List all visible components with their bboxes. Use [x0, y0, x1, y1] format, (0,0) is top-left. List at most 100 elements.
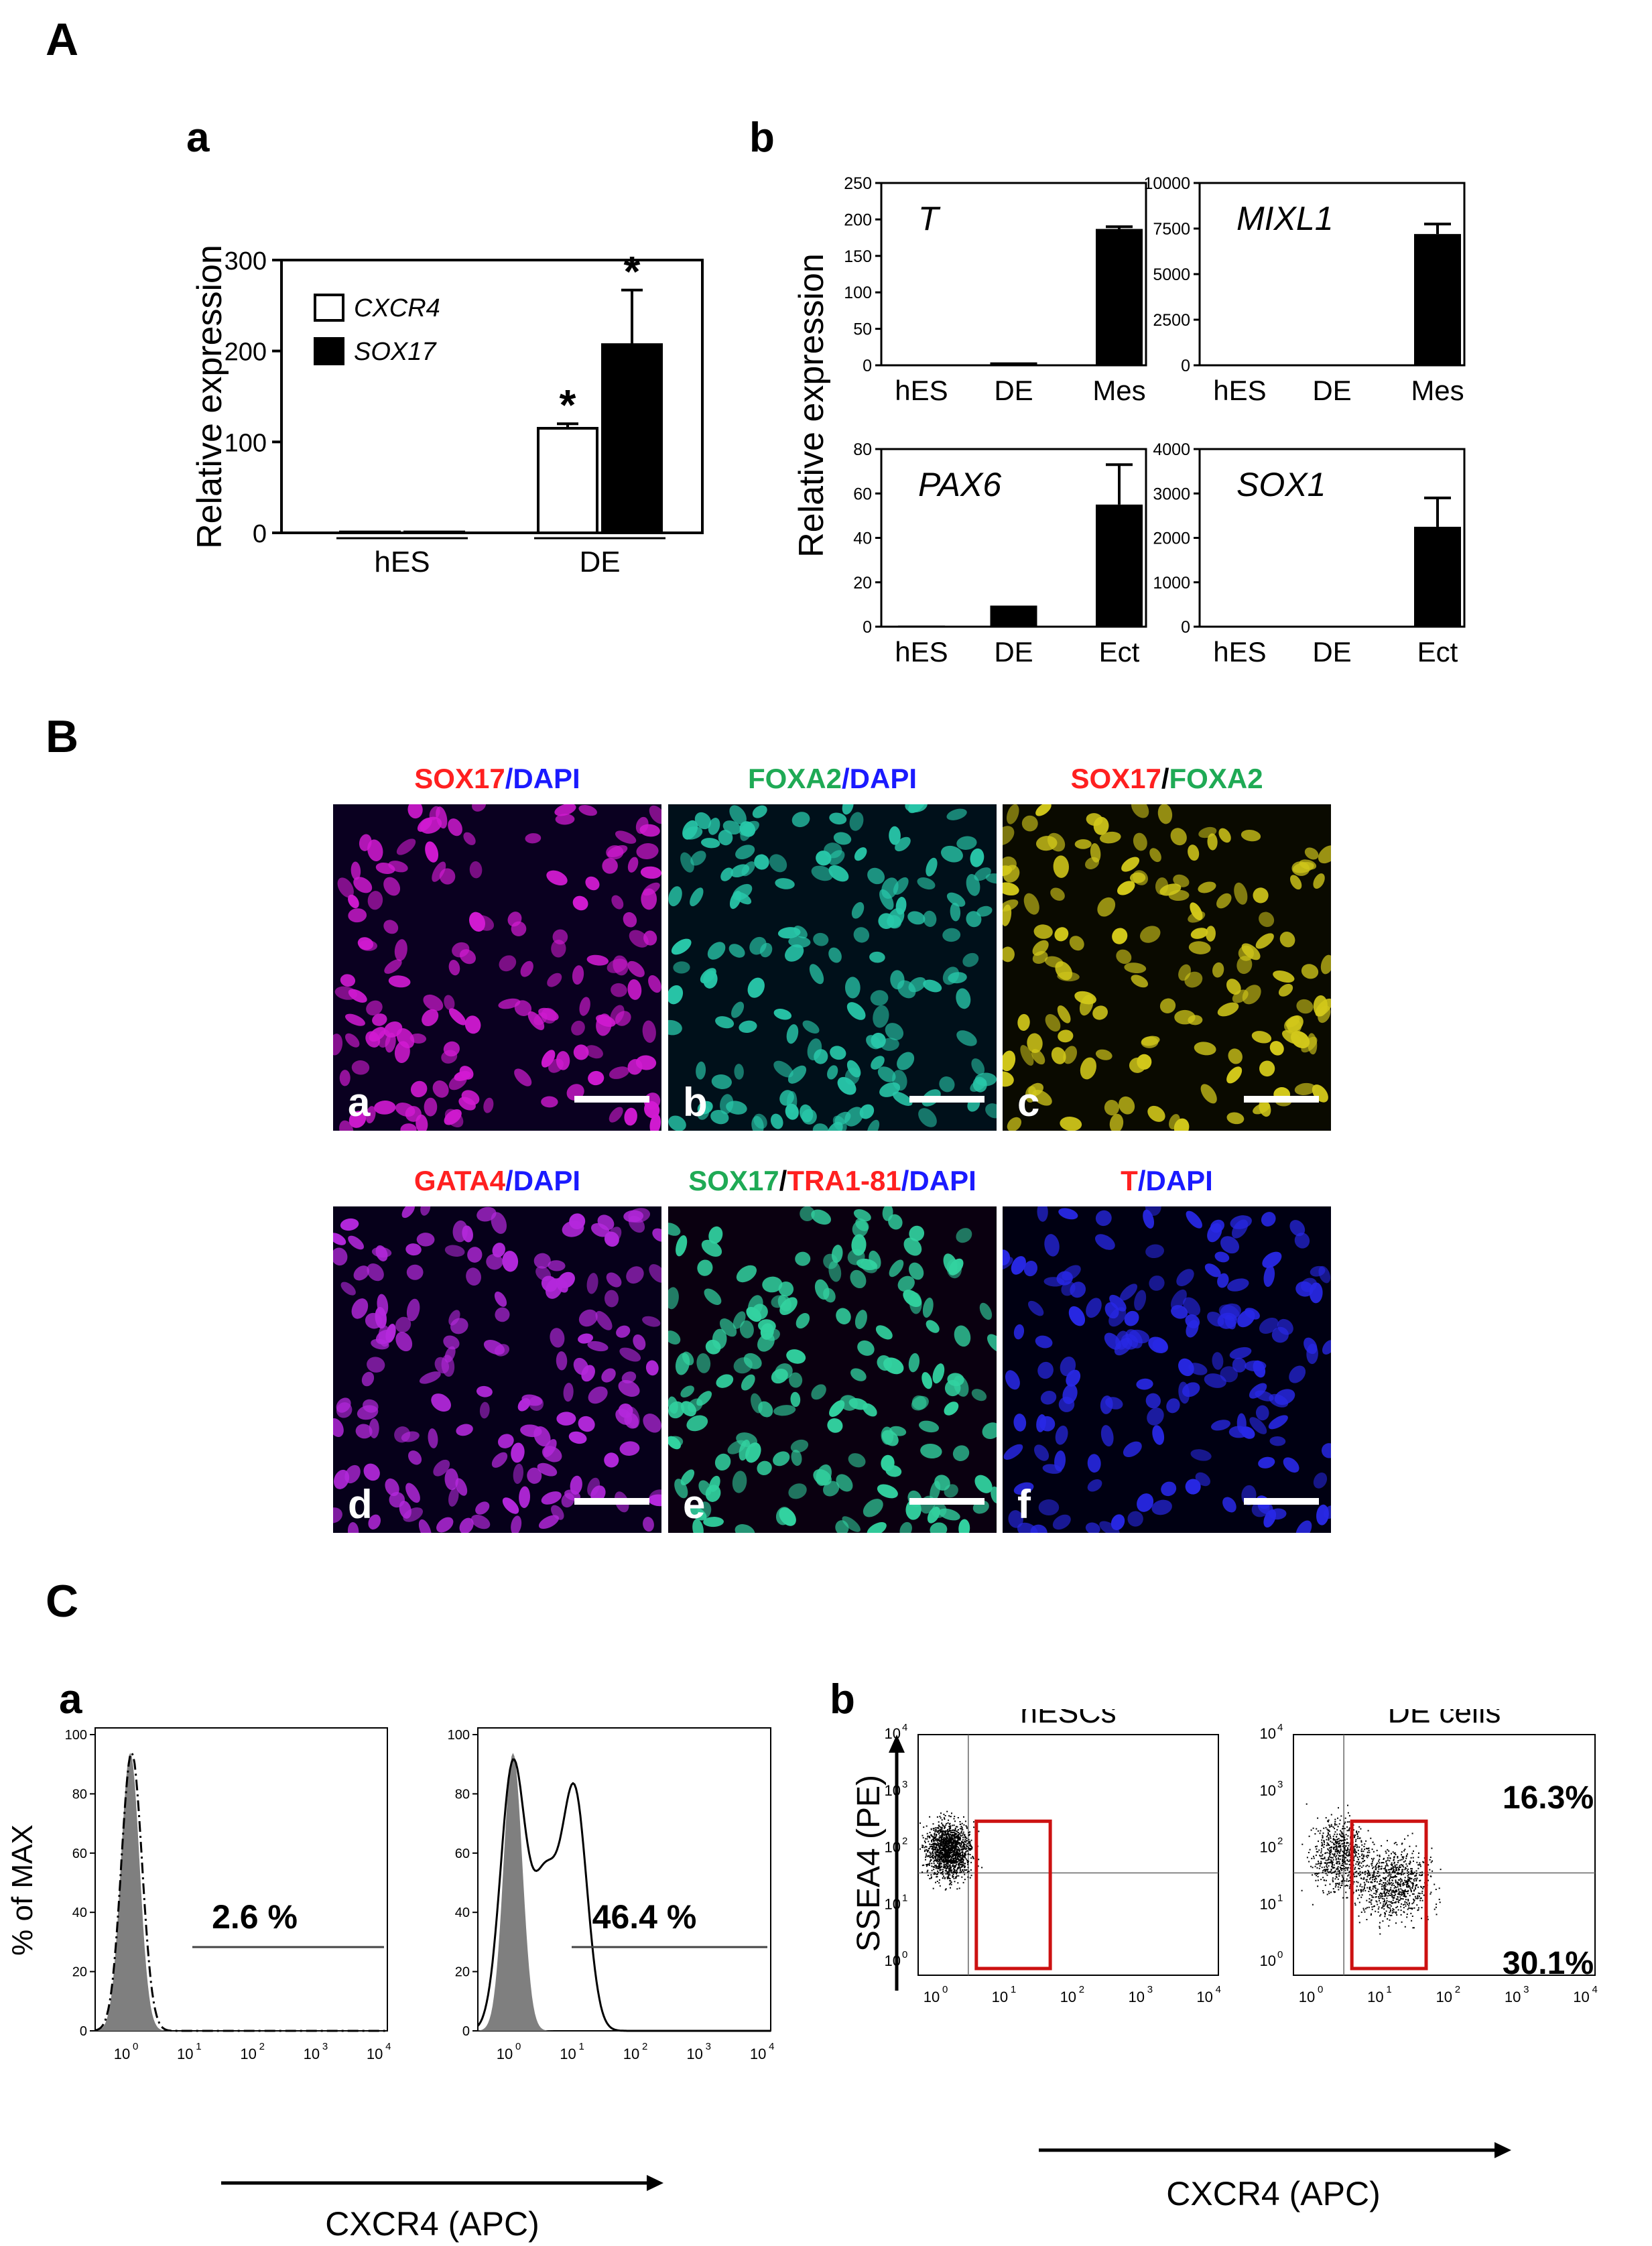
nucleus [476, 1206, 497, 1222]
nucleus [881, 877, 899, 899]
nucleus [974, 1072, 997, 1086]
nucleus [734, 1064, 744, 1080]
nucleus [740, 822, 753, 841]
nucleus [623, 1210, 644, 1223]
y-tick-label: 20 [853, 574, 872, 592]
gate-percent: 46.4 % [592, 1898, 697, 1936]
nucleus [1141, 1036, 1160, 1046]
image-title-part: /DAPI [1137, 1165, 1213, 1196]
nucleus [1227, 1278, 1249, 1292]
nucleus [948, 1258, 964, 1275]
nucleus [569, 1213, 586, 1230]
nucleus [1104, 1302, 1119, 1319]
micrograph: d [333, 1206, 661, 1533]
nucleus [673, 961, 690, 974]
nucleus [423, 994, 444, 1011]
nucleus [1145, 1393, 1161, 1409]
nucleus [1207, 833, 1218, 851]
nucleus [548, 1260, 566, 1271]
nucleus [886, 915, 902, 929]
nucleus [972, 1076, 987, 1093]
x-tick-label: 10 [304, 2046, 320, 2062]
nucleus [1119, 1096, 1135, 1115]
nucleus [985, 873, 997, 884]
nucleus [881, 1038, 899, 1051]
nucleus [871, 1032, 886, 1049]
nucleus [625, 1406, 640, 1428]
nucleus [468, 912, 486, 932]
nucleus [711, 1074, 732, 1089]
y-tick-label: 10 [1260, 1725, 1276, 1742]
nucleus [641, 888, 657, 910]
nucleus [974, 1475, 993, 1493]
nucleus [754, 854, 769, 870]
nucleus [448, 1074, 467, 1090]
nucleus [1044, 956, 1064, 968]
nucleus [436, 1517, 454, 1533]
nucleus [786, 1024, 799, 1044]
nucleus [1214, 1251, 1230, 1263]
nucleus [643, 1414, 661, 1433]
nucleus [513, 1463, 524, 1485]
nucleus [668, 1223, 681, 1236]
nucleus [1040, 1391, 1057, 1405]
nucleus [802, 1020, 820, 1034]
nucleus [732, 1471, 747, 1493]
nucleus [448, 1487, 459, 1507]
nucleus [854, 847, 867, 861]
nucleus [775, 1507, 791, 1525]
nucleus [1188, 845, 1200, 861]
nucleus [1149, 1275, 1165, 1291]
nucleus [621, 1371, 637, 1384]
nucleus [715, 1016, 735, 1029]
nucleus [943, 1253, 958, 1274]
nucleus [680, 1469, 695, 1486]
nucleus [351, 1060, 370, 1075]
nucleus [548, 1058, 564, 1073]
nucleus [1216, 893, 1232, 909]
image-title-part: SOX17 [1070, 763, 1161, 794]
image-title-part: FOXA2 [747, 763, 842, 794]
nucleus [1277, 1318, 1293, 1335]
image-letter: a [348, 1080, 371, 1125]
image-title-part: / [1161, 763, 1169, 794]
y-tick-label: 0 [253, 520, 267, 548]
nucleus [369, 1027, 386, 1042]
nucleus [1263, 1265, 1275, 1288]
nucleus [773, 1451, 790, 1467]
nucleus [333, 1233, 346, 1245]
scale-bar [909, 1498, 984, 1505]
gene-label: MIXL1 [1236, 200, 1334, 237]
nucleus [869, 1250, 881, 1269]
nucleus [367, 1263, 384, 1282]
x-tick-exponent: 0 [133, 2041, 138, 2052]
y-tick-exponent: 1 [902, 1892, 907, 1904]
nucleus [889, 1259, 904, 1277]
x-tick-label: 10 [367, 2046, 383, 2062]
nucleus [344, 1464, 361, 1484]
nucleus [1028, 1082, 1044, 1097]
scale-bar [574, 1498, 649, 1505]
micrograph-background [668, 804, 997, 1131]
nucleus [1289, 1365, 1306, 1383]
nucleus [941, 845, 963, 863]
nucleus [1269, 1041, 1284, 1056]
nucleus [1013, 1324, 1025, 1340]
nucleus [1218, 1304, 1240, 1321]
nucleus [1218, 828, 1231, 843]
nucleus [417, 818, 432, 832]
nucleus [1133, 870, 1149, 885]
nucleus [529, 1396, 544, 1411]
nucleus [409, 1033, 427, 1044]
nucleus [578, 1333, 593, 1344]
nucleus [1226, 979, 1241, 995]
nucleus [434, 1357, 450, 1374]
nucleus [697, 1501, 712, 1519]
panel-label-A: A [46, 14, 79, 65]
nucleus [853, 927, 870, 943]
nucleus [771, 1368, 788, 1384]
nucleus [1027, 1300, 1044, 1316]
nucleus [459, 1066, 474, 1080]
nucleus [698, 1480, 712, 1496]
nucleus [1074, 991, 1096, 1005]
